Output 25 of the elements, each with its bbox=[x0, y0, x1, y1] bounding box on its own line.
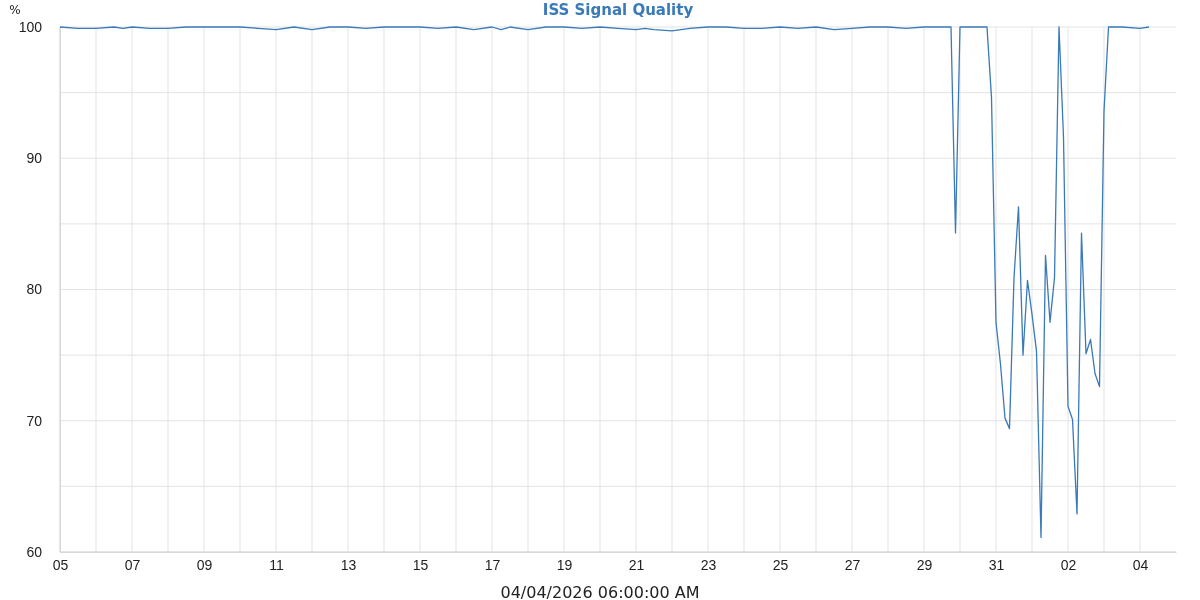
x-tick-label: 31 bbox=[988, 556, 1005, 573]
x-tick-label: 17 bbox=[484, 556, 501, 573]
x-tick-label: 23 bbox=[700, 556, 717, 573]
chart-title: ISS Signal Quality bbox=[542, 1, 694, 19]
x-tick-label: 15 bbox=[412, 556, 429, 573]
x-tick-label: 27 bbox=[844, 556, 861, 573]
x-tick-label: 13 bbox=[340, 556, 357, 573]
x-tick-label: 11 bbox=[269, 556, 284, 573]
x-tick-label: 19 bbox=[556, 556, 573, 573]
y-tick-label: 60 bbox=[26, 543, 43, 560]
x-tick-label: 04 bbox=[1132, 556, 1149, 573]
y-tick-label: 80 bbox=[26, 281, 43, 298]
y-tick-label: 90 bbox=[26, 150, 43, 167]
x-axis-title: 04/04/2026 06:00:00 AM bbox=[500, 583, 700, 600]
x-tick-label: 05 bbox=[52, 556, 69, 573]
x-tick-label: 25 bbox=[772, 556, 789, 573]
x-tick-label: 21 bbox=[628, 556, 645, 573]
x-tick-label: 07 bbox=[124, 556, 141, 573]
x-tick-label: 09 bbox=[196, 556, 213, 573]
y-axis-title: % bbox=[9, 3, 21, 17]
y-tick-label: 70 bbox=[26, 412, 43, 429]
x-tick-label: 29 bbox=[916, 556, 933, 573]
y-tick-label: 100 bbox=[18, 18, 43, 35]
x-tick-label: 02 bbox=[1060, 556, 1077, 573]
line-series bbox=[59, 26, 1150, 539]
